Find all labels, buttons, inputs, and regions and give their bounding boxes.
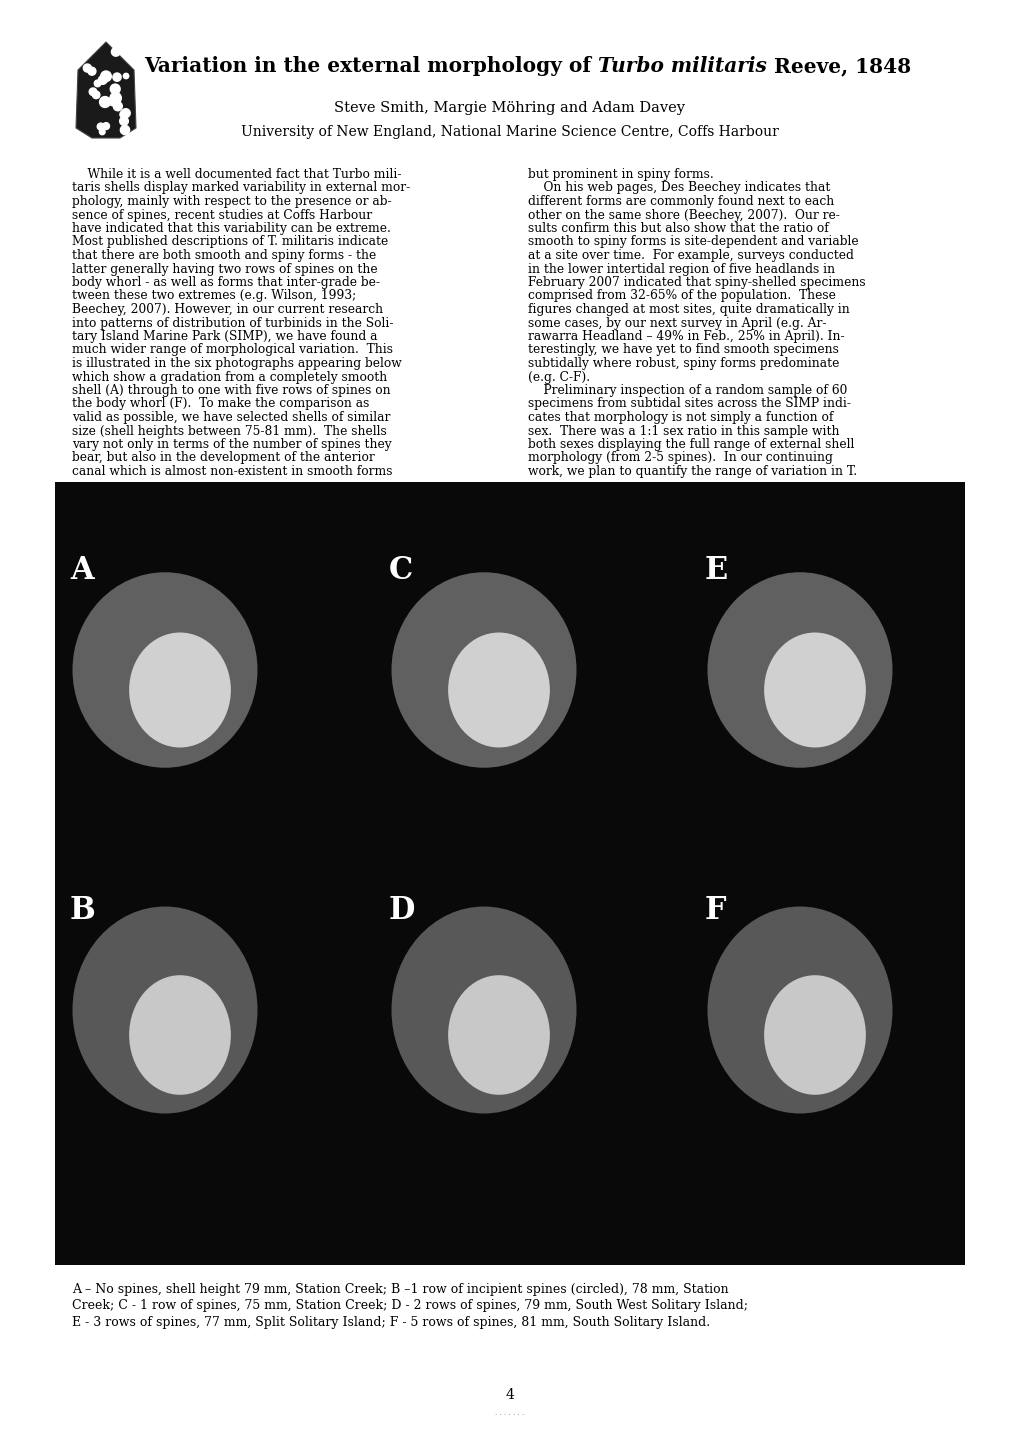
Text: latter generally having two rows of spines on the: latter generally having two rows of spin…	[72, 263, 377, 276]
Circle shape	[110, 92, 121, 104]
Circle shape	[101, 71, 111, 82]
Ellipse shape	[129, 632, 230, 747]
Ellipse shape	[763, 632, 865, 747]
Text: February 2007 indicated that spiny-shelled specimens: February 2007 indicated that spiny-shell…	[528, 276, 865, 289]
Circle shape	[113, 74, 121, 81]
Text: Preliminary inspection of a random sample of 60: Preliminary inspection of a random sampl…	[528, 384, 847, 397]
Text: tween these two extremes (e.g. Wilson, 1993;: tween these two extremes (e.g. Wilson, 1…	[72, 290, 356, 303]
Text: C: C	[388, 556, 413, 586]
Circle shape	[103, 123, 109, 130]
Text: morphology (from 2-5 spines).  In our continuing: morphology (from 2-5 spines). In our con…	[528, 452, 833, 465]
Text: sence of spines, recent studies at Coffs Harbour: sence of spines, recent studies at Coffs…	[72, 208, 372, 221]
Text: rawarra Headland – 49% in Feb., 25% in April). In-: rawarra Headland – 49% in Feb., 25% in A…	[528, 330, 844, 343]
Circle shape	[123, 74, 128, 79]
Text: that there are both smooth and spiny forms - the: that there are both smooth and spiny for…	[72, 250, 376, 263]
Text: Creek; C - 1 row of spines, 75 mm, Station Creek; D - 2 rows of spines, 79 mm, S: Creek; C - 1 row of spines, 75 mm, Stati…	[72, 1300, 747, 1313]
Text: While it is a well documented fact that Turbo mili-: While it is a well documented fact that …	[72, 167, 401, 180]
Bar	[55, 482, 964, 1266]
Text: tary Island Marine Park (SIMP), we have found a: tary Island Marine Park (SIMP), we have …	[72, 330, 377, 343]
Text: at a site over time.  For example, surveys conducted: at a site over time. For example, survey…	[528, 250, 853, 263]
Text: subtidally where robust, spiny forms predominate: subtidally where robust, spiny forms pre…	[528, 356, 839, 369]
Text: F: F	[704, 895, 726, 926]
Text: E - 3 rows of spines, 77 mm, Split Solitary Island; F - 5 rows of spines, 81 mm,: E - 3 rows of spines, 77 mm, Split Solit…	[72, 1316, 709, 1329]
Text: B: B	[70, 895, 96, 926]
Circle shape	[89, 88, 97, 95]
Text: vary not only in terms of the number of spines they: vary not only in terms of the number of …	[72, 439, 391, 452]
Text: body whorl - as well as forms that inter-grade be-: body whorl - as well as forms that inter…	[72, 276, 380, 289]
Text: (e.g. C-F).: (e.g. C-F).	[528, 371, 590, 384]
Text: figures changed at most sites, quite dramatically in: figures changed at most sites, quite dra…	[528, 303, 849, 316]
Text: different forms are commonly found next to each: different forms are commonly found next …	[528, 195, 834, 208]
Ellipse shape	[391, 573, 576, 768]
PathPatch shape	[76, 42, 136, 139]
Text: shell (A) through to one with five rows of spines on: shell (A) through to one with five rows …	[72, 384, 390, 397]
Circle shape	[113, 102, 122, 111]
Text: which show a gradation from a completely smooth: which show a gradation from a completely…	[72, 371, 387, 384]
Text: valid as possible, we have selected shells of similar: valid as possible, we have selected shel…	[72, 411, 390, 424]
Circle shape	[109, 98, 117, 105]
Text: University of New England, National Marine Science Centre, Coffs Harbour: University of New England, National Mari…	[240, 126, 779, 139]
Text: A: A	[70, 556, 94, 586]
Text: On his web pages, Des Beechey indicates that: On his web pages, Des Beechey indicates …	[528, 182, 829, 195]
Text: some cases, by our next survey in April (e.g. Ar-: some cases, by our next survey in April …	[528, 316, 825, 329]
Circle shape	[120, 111, 128, 118]
Circle shape	[120, 126, 129, 134]
Circle shape	[84, 63, 92, 72]
Circle shape	[93, 91, 100, 98]
Text: comprised from 32-65% of the population.  These: comprised from 32-65% of the population.…	[528, 290, 835, 303]
Text: D: D	[388, 895, 415, 926]
Ellipse shape	[391, 906, 576, 1114]
Circle shape	[100, 97, 110, 107]
Text: but prominent in spiny forms.: but prominent in spiny forms.	[528, 167, 713, 180]
Text: E: E	[704, 556, 728, 586]
Circle shape	[110, 84, 120, 94]
Ellipse shape	[72, 573, 257, 768]
Text: other on the same shore (Beechey, 2007).  Our re-: other on the same shore (Beechey, 2007).…	[528, 208, 839, 221]
Text: size (shell heights between 75-81 mm).  The shells: size (shell heights between 75-81 mm). T…	[72, 424, 386, 437]
Text: sex.  There was a 1:1 sex ratio in this sample with: sex. There was a 1:1 sex ratio in this s…	[528, 424, 839, 437]
Circle shape	[121, 108, 130, 117]
Text: phology, mainly with respect to the presence or ab-: phology, mainly with respect to the pres…	[72, 195, 391, 208]
Text: 4: 4	[505, 1388, 514, 1403]
Text: specimens from subtidal sites across the SIMP indi-: specimens from subtidal sites across the…	[528, 397, 850, 410]
Text: bear, but also in the development of the anterior: bear, but also in the development of the…	[72, 452, 374, 465]
Text: in the lower intertidal region of five headlands in: in the lower intertidal region of five h…	[528, 263, 835, 276]
Text: Steve Smith, Margie Möhring and Adam Davey: Steve Smith, Margie Möhring and Adam Dav…	[334, 101, 685, 115]
Text: cates that morphology is not simply a function of: cates that morphology is not simply a fu…	[528, 411, 833, 424]
Circle shape	[94, 79, 101, 87]
Text: Beechey, 2007). However, in our current research: Beechey, 2007). However, in our current …	[72, 303, 383, 316]
Ellipse shape	[447, 632, 549, 747]
Text: Variation in the external morphology of: Variation in the external morphology of	[144, 56, 597, 76]
Text: much wider range of morphological variation.  This: much wider range of morphological variat…	[72, 343, 392, 356]
Text: Turbo militaris: Turbo militaris	[597, 56, 766, 76]
Text: the body whorl (F).  To make the comparison as: the body whorl (F). To make the comparis…	[72, 397, 369, 410]
Text: into patterns of distribution of turbinids in the Soli-: into patterns of distribution of turbini…	[72, 316, 393, 329]
Ellipse shape	[763, 975, 865, 1095]
Ellipse shape	[707, 573, 892, 768]
Circle shape	[99, 128, 105, 134]
Circle shape	[111, 48, 120, 56]
Ellipse shape	[707, 906, 892, 1114]
Text: sults confirm this but also show that the ratio of: sults confirm this but also show that th…	[528, 222, 828, 235]
Text: taris shells display marked variability in external mor-: taris shells display marked variability …	[72, 182, 410, 195]
Text: both sexes displaying the full range of external shell: both sexes displaying the full range of …	[528, 439, 854, 452]
Text: Most published descriptions of T. militaris indicate: Most published descriptions of T. milita…	[72, 235, 388, 248]
Ellipse shape	[447, 975, 549, 1095]
Circle shape	[119, 117, 128, 126]
Text: terestingly, we have yet to find smooth specimens: terestingly, we have yet to find smooth …	[528, 343, 838, 356]
Text: work, we plan to quantify the range of variation in T.: work, we plan to quantify the range of v…	[528, 465, 856, 478]
Ellipse shape	[72, 906, 257, 1114]
Circle shape	[99, 75, 107, 84]
Text: smooth to spiny forms is site-dependent and variable: smooth to spiny forms is site-dependent …	[528, 235, 858, 248]
Text: have indicated that this variability can be extreme.: have indicated that this variability can…	[72, 222, 390, 235]
Text: is illustrated in the six photographs appearing below: is illustrated in the six photographs ap…	[72, 356, 401, 369]
Circle shape	[97, 123, 104, 130]
Text: canal which is almost non-existent in smooth forms: canal which is almost non-existent in sm…	[72, 465, 392, 478]
Ellipse shape	[129, 975, 230, 1095]
Circle shape	[88, 68, 96, 75]
Text: · · · · · · ·: · · · · · · ·	[495, 1411, 524, 1418]
Text: Reeve, 1848: Reeve, 1848	[766, 56, 910, 76]
Text: A – No spines, shell height 79 mm, Station Creek; B –1 row of incipient spines (: A – No spines, shell height 79 mm, Stati…	[72, 1283, 728, 1296]
